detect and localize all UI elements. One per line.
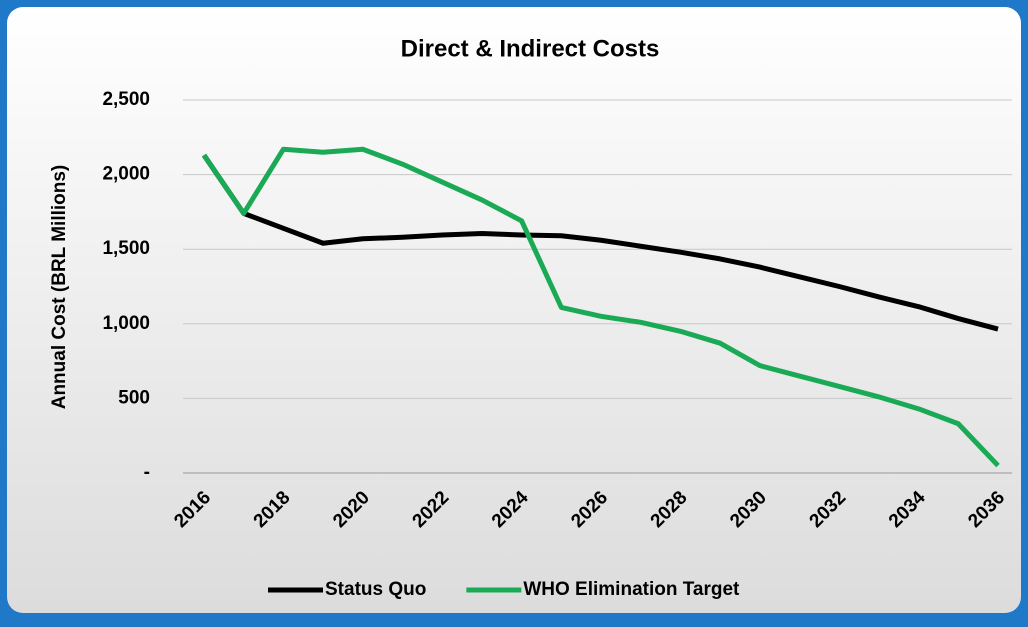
series-line bbox=[201, 153, 999, 332]
y-tick-label: 1,000 bbox=[102, 313, 150, 334]
legend-label: WHO Elimination Target bbox=[523, 579, 740, 600]
series-line bbox=[201, 146, 1000, 468]
legend-label: Status Quo bbox=[325, 579, 426, 600]
y-tick-label: 2,500 bbox=[102, 89, 150, 110]
y-axis-label: Annual Cost (BRL Millions) bbox=[49, 165, 70, 410]
chart-title: Direct & Indirect Costs bbox=[401, 35, 660, 62]
y-tick-label: 500 bbox=[118, 387, 150, 408]
y-tick-label: 2,000 bbox=[102, 164, 150, 185]
y-tick-label: 1,500 bbox=[102, 238, 150, 259]
y-tick-label: - bbox=[144, 462, 150, 483]
panel bbox=[7, 7, 1021, 613]
